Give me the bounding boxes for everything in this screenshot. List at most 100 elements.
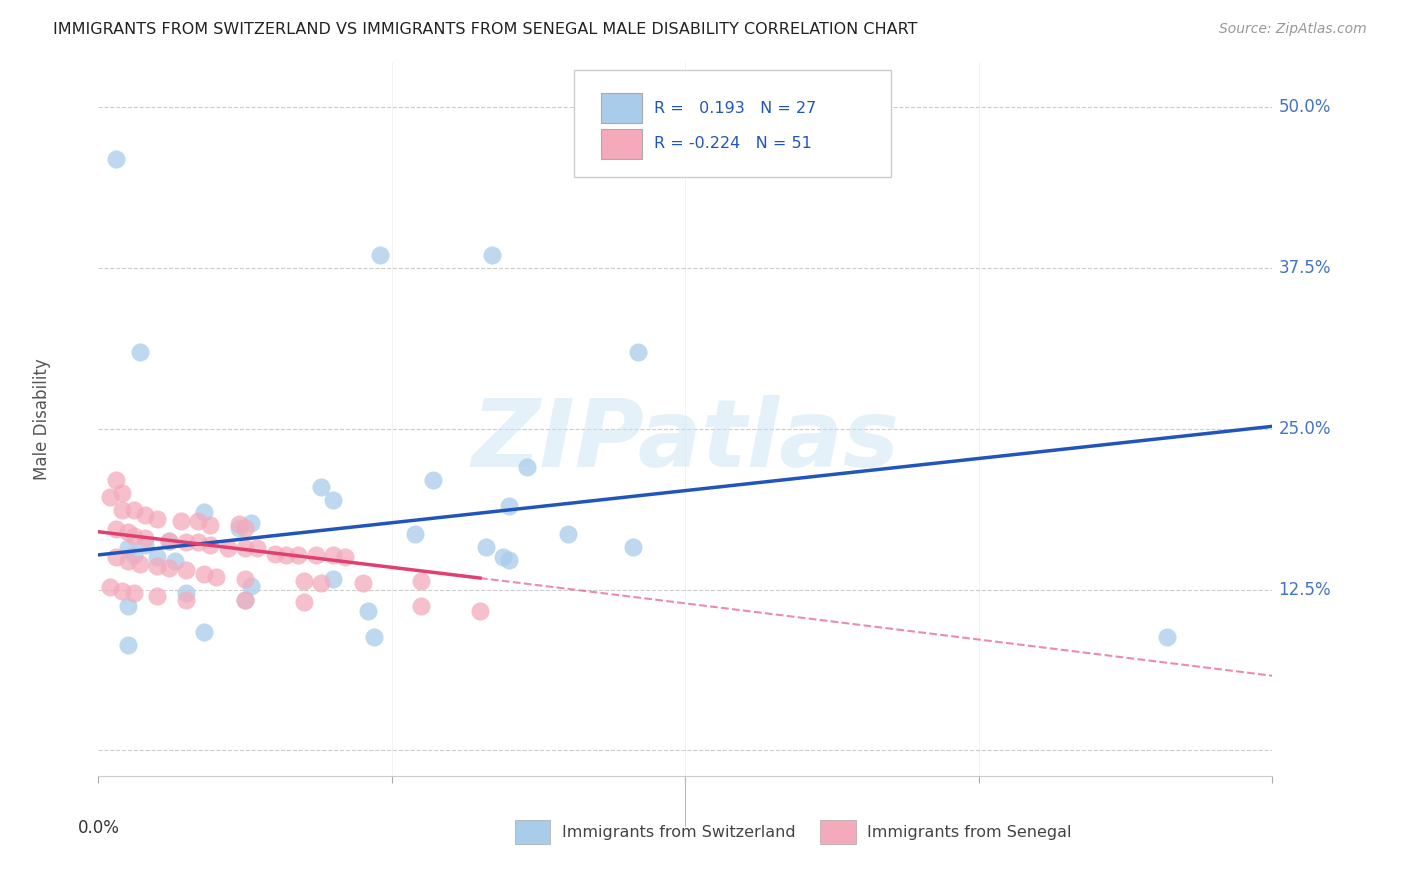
Point [105, 550, 128, 565]
Point [333, 550, 356, 565]
Point [117, 599, 139, 614]
Point [198, 538, 221, 552]
Point [122, 528, 145, 542]
Text: IMMIGRANTS FROM SWITZERLAND VS IMMIGRANTS FROM SENEGAL MALE DISABILITY CORRELATI: IMMIGRANTS FROM SWITZERLAND VS IMMIGRANT… [53, 22, 918, 37]
Point [322, 548, 344, 562]
Point [1156, 630, 1178, 644]
Point [557, 527, 579, 541]
Point [498, 553, 520, 567]
Point [157, 533, 180, 548]
Bar [600, 93, 643, 123]
Point [134, 508, 156, 522]
Point [240, 516, 263, 530]
Point [128, 344, 150, 359]
Point [363, 630, 385, 644]
Point [193, 506, 215, 520]
Point [217, 541, 239, 556]
Text: Immigrants from Senegal: Immigrants from Senegal [868, 825, 1071, 840]
Point [198, 518, 221, 533]
Point [322, 572, 344, 586]
Point [157, 560, 180, 574]
Point [304, 548, 326, 562]
Point [111, 503, 134, 517]
Point [98, 490, 121, 504]
Point [621, 540, 644, 554]
Point [187, 535, 209, 549]
Text: Source: ZipAtlas.com: Source: ZipAtlas.com [1219, 22, 1367, 37]
Point [475, 540, 498, 554]
Point [134, 531, 156, 545]
Point [292, 574, 315, 588]
Point [128, 557, 150, 571]
Point [117, 638, 139, 652]
Point [176, 535, 198, 549]
Bar [600, 128, 643, 159]
Point [193, 625, 215, 640]
Point [157, 533, 180, 548]
Point [233, 541, 256, 556]
Point [111, 486, 134, 500]
Point [422, 473, 444, 487]
Point [311, 576, 333, 591]
Point [187, 515, 209, 529]
Text: R = -0.224   N = 51: R = -0.224 N = 51 [654, 136, 811, 152]
Text: 25.0%: 25.0% [1278, 420, 1331, 438]
Point [193, 567, 215, 582]
Point [228, 516, 250, 531]
Point [134, 538, 156, 552]
Point [627, 344, 650, 359]
Text: 0.0%: 0.0% [77, 819, 120, 837]
Point [117, 524, 139, 539]
Text: 50.0%: 50.0% [1278, 98, 1330, 117]
Point [292, 595, 315, 609]
Point [146, 589, 169, 603]
Point [352, 576, 374, 591]
Point [404, 527, 426, 541]
Point [105, 473, 128, 487]
Text: 37.5%: 37.5% [1278, 260, 1331, 277]
Point [492, 550, 515, 565]
Text: 12.5%: 12.5% [1278, 581, 1331, 599]
Point [176, 593, 198, 607]
Point [169, 515, 191, 529]
Point [105, 522, 128, 536]
Point [498, 499, 520, 513]
Point [233, 521, 256, 535]
Point [516, 460, 538, 475]
Point [311, 480, 333, 494]
Point [122, 503, 145, 517]
Point [117, 554, 139, 568]
Point [205, 570, 228, 584]
Point [322, 492, 344, 507]
Point [233, 593, 256, 607]
Point [105, 152, 128, 166]
Point [233, 572, 256, 586]
FancyBboxPatch shape [574, 70, 891, 177]
Point [233, 593, 256, 607]
Point [117, 541, 139, 556]
Point [146, 512, 169, 526]
Text: Male Disability: Male Disability [34, 359, 51, 480]
Point [98, 580, 121, 594]
Point [176, 563, 198, 577]
Point [263, 547, 285, 561]
Point [163, 554, 186, 568]
Bar [821, 821, 856, 844]
Point [357, 604, 380, 618]
Text: ZIPatlas: ZIPatlas [471, 394, 900, 487]
Point [240, 579, 263, 593]
Text: Immigrants from Switzerland: Immigrants from Switzerland [562, 825, 796, 840]
Point [122, 586, 145, 600]
Point [368, 248, 391, 262]
Point [481, 248, 503, 262]
Point [176, 586, 198, 600]
Point [411, 599, 433, 614]
Point [111, 583, 134, 598]
Point [146, 559, 169, 574]
Point [246, 541, 269, 556]
Point [287, 548, 309, 562]
Point [122, 548, 145, 562]
Point [146, 550, 169, 565]
Point [411, 574, 433, 588]
Point [228, 521, 250, 535]
